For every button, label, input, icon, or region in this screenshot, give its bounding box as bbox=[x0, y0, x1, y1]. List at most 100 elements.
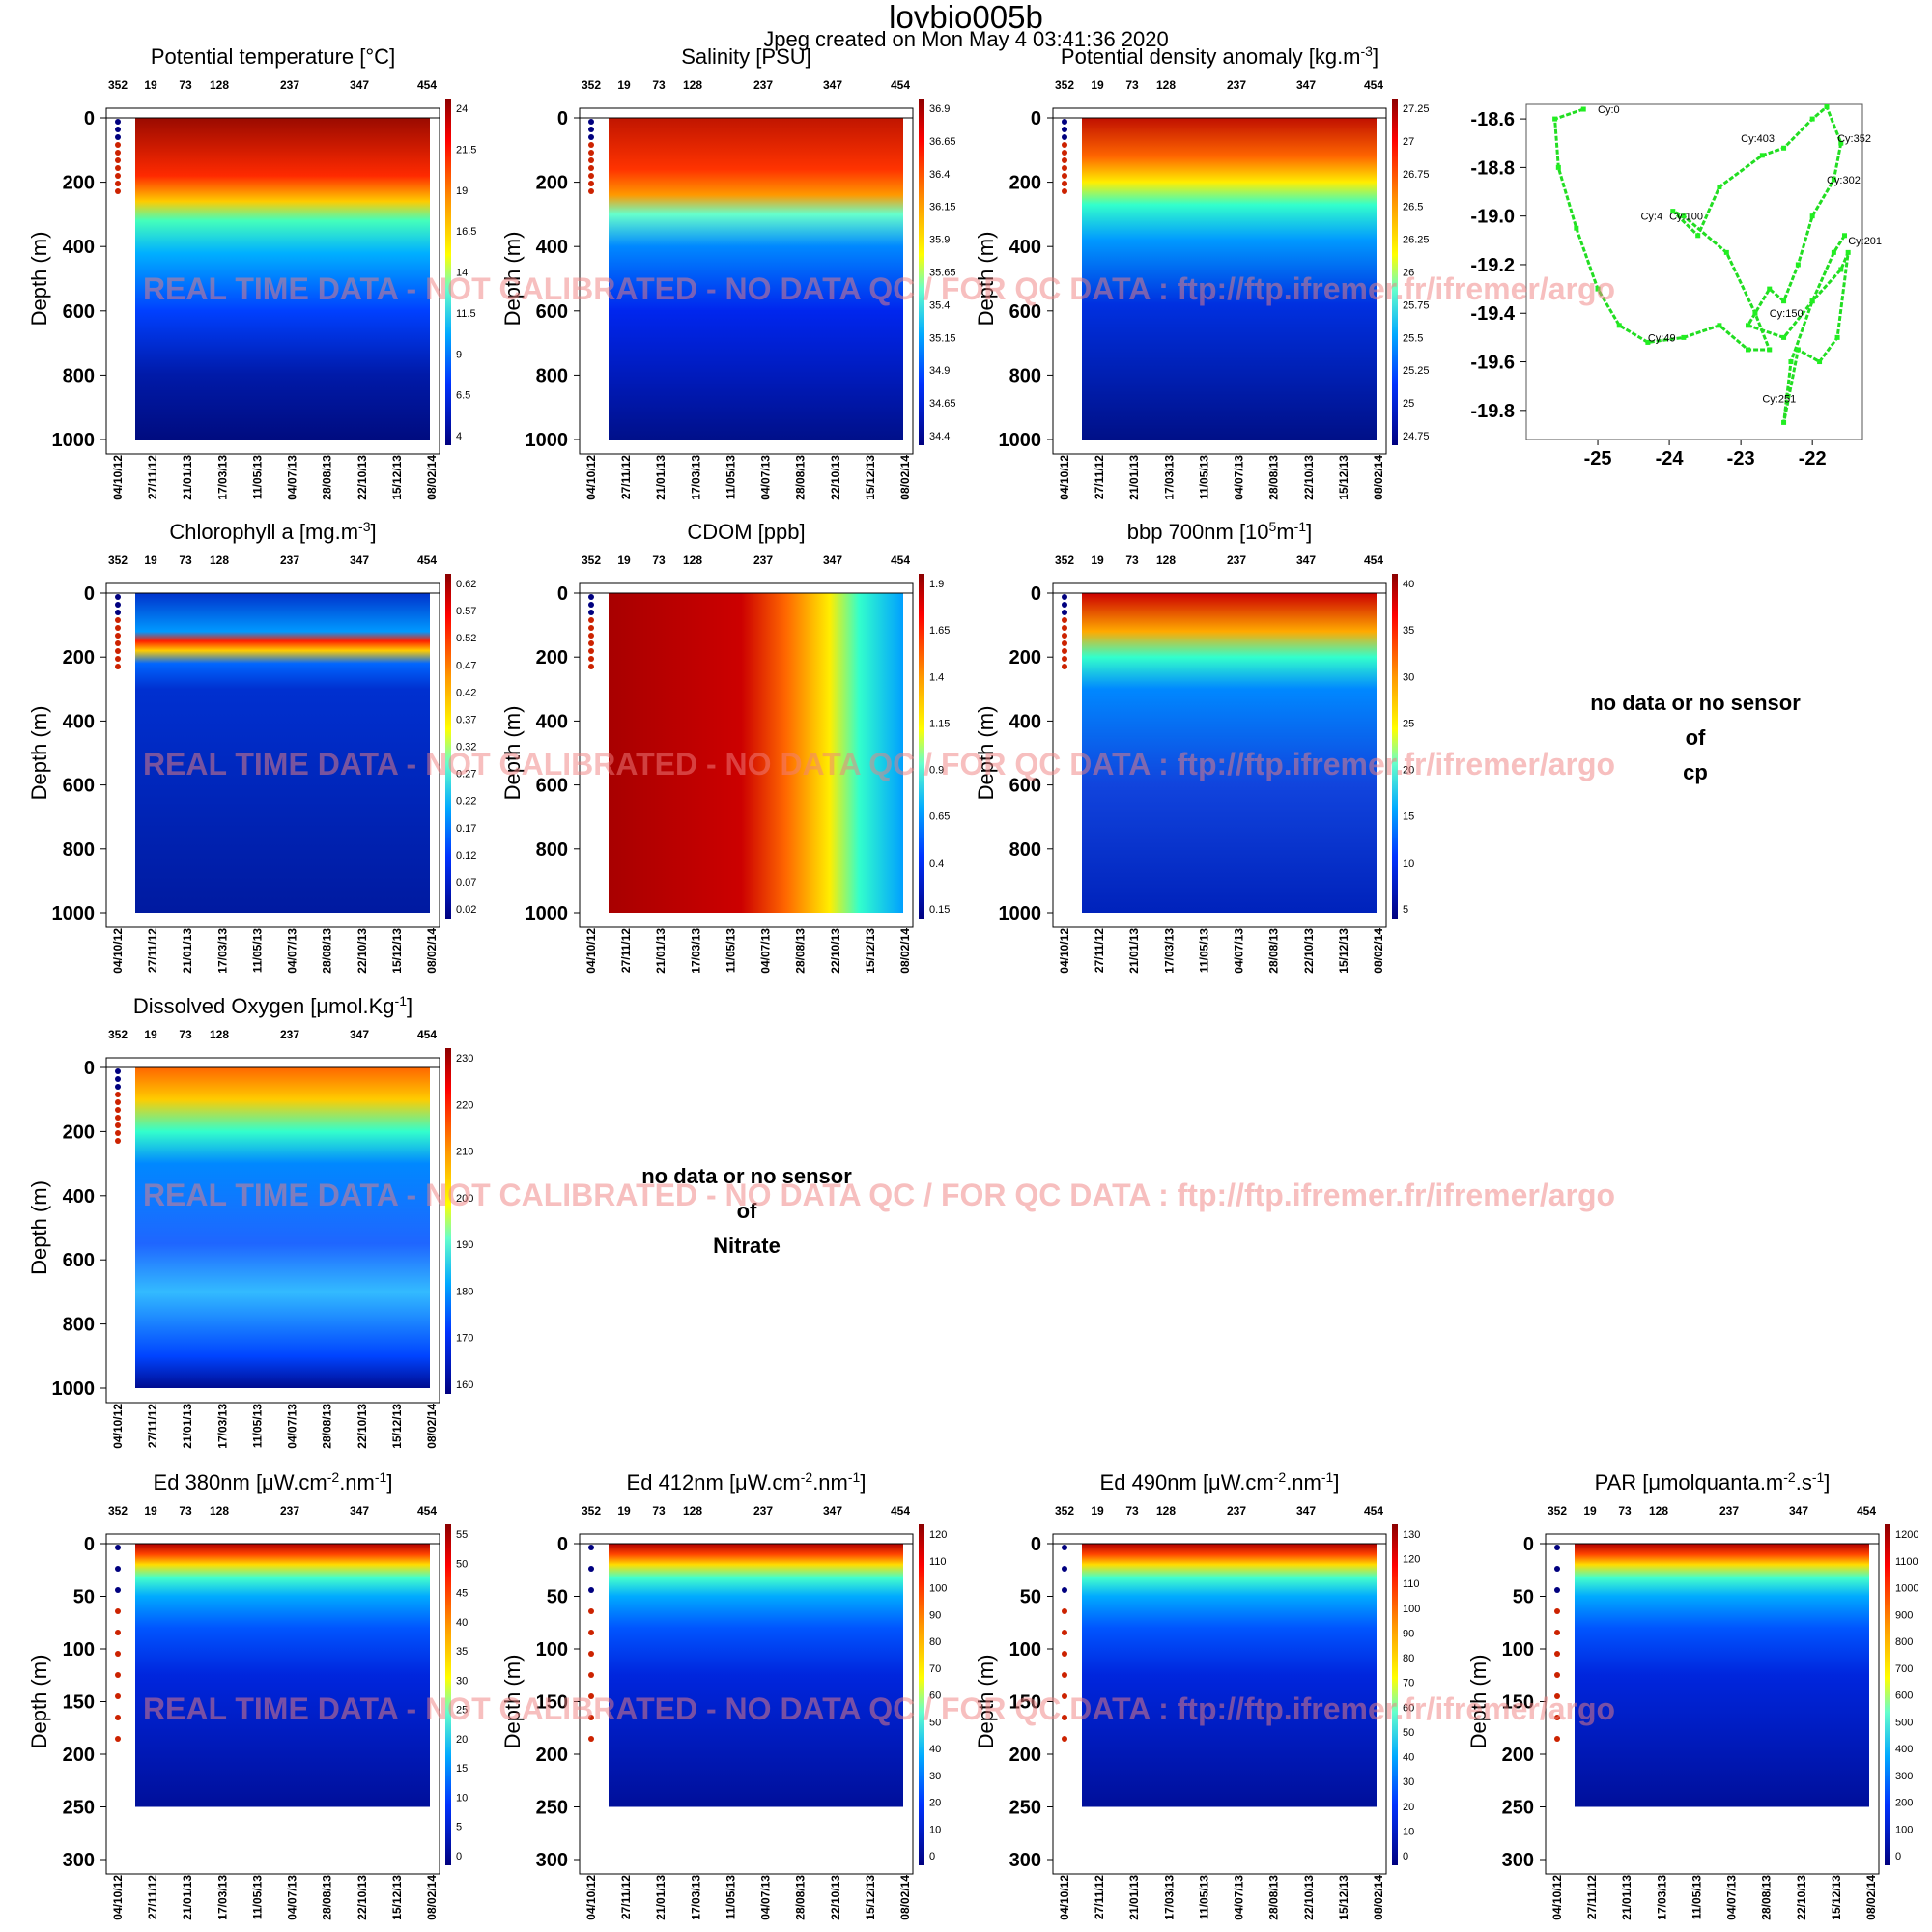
y-tick-label: 150 bbox=[1009, 1692, 1041, 1714]
colorbar-label: 90 bbox=[1403, 1628, 1414, 1639]
y-tick-label: 1000 bbox=[52, 430, 96, 451]
trajectory-point bbox=[1809, 213, 1815, 219]
chart-panel: Potential temperature [°C] 352 19 73 128 237 3… bbox=[27, 44, 476, 500]
date-tick-label: 11/05/13 bbox=[1197, 1875, 1210, 1919]
profile-point bbox=[1062, 656, 1067, 662]
cycle-tick-label: 73 bbox=[652, 554, 666, 567]
colorbar-label: 11.5 bbox=[456, 308, 476, 320]
x-tick-label: -22 bbox=[1799, 448, 1827, 469]
y-tick-label: -19.6 bbox=[1470, 353, 1515, 374]
chart-title: Dissolved Oxygen [μmol.Kg-1​] bbox=[133, 993, 412, 1018]
cycle-tick-label: 454 bbox=[891, 554, 910, 567]
date-tick-label: 04/07/13 bbox=[759, 455, 773, 500]
y-tick-label: 400 bbox=[1009, 237, 1041, 258]
cycle-tick-label: 237 bbox=[1719, 1504, 1739, 1518]
profile-point bbox=[115, 188, 121, 194]
y-tick-label: 0 bbox=[557, 583, 568, 605]
chart-panel: Ed 380nm [μW.cm-2​.nm-1​] 352 19 73 128 237 34… bbox=[27, 1469, 468, 1920]
date-tick-label: 28/08/13 bbox=[1267, 455, 1281, 500]
cycle-tick-label: 454 bbox=[417, 1028, 437, 1041]
colorbar bbox=[1885, 1524, 1890, 1865]
colorbar bbox=[1392, 574, 1398, 919]
colorbar-label: 900 bbox=[1895, 1609, 1913, 1621]
date-tick-label: 28/08/13 bbox=[321, 1404, 334, 1449]
y-tick-label: 250 bbox=[536, 1798, 568, 1819]
colorbar-label: 70 bbox=[929, 1663, 941, 1675]
y-tick-label: -18.8 bbox=[1470, 157, 1515, 179]
chart-title: Ed 380nm [μW.cm-2​.nm-1​] bbox=[154, 1469, 393, 1494]
profile-point bbox=[588, 127, 594, 132]
date-tick-label: 15/12/13 bbox=[390, 455, 404, 500]
date-tick-label: 04/10/12 bbox=[111, 1875, 125, 1920]
trajectory-point bbox=[1670, 209, 1676, 214]
profile-point bbox=[115, 1068, 121, 1074]
cycle-tick-label: 347 bbox=[823, 78, 842, 92]
profile-point bbox=[1062, 617, 1067, 623]
profile-point bbox=[1554, 1736, 1560, 1742]
date-tick-label: 11/05/13 bbox=[724, 455, 737, 499]
y-tick-label: 1000 bbox=[526, 430, 569, 451]
colorbar-label: 1100 bbox=[1895, 1556, 1918, 1568]
date-tick-label: 28/08/13 bbox=[321, 1875, 334, 1920]
date-tick-label: 22/10/13 bbox=[1302, 1875, 1316, 1920]
colorbar-label: 400 bbox=[1895, 1744, 1913, 1755]
y-tick-label: 0 bbox=[557, 1534, 568, 1555]
profile-point bbox=[115, 1587, 121, 1593]
y-tick-label: 200 bbox=[63, 1122, 95, 1143]
profile-point bbox=[1062, 1736, 1067, 1742]
chart-title: bbp 700nm [105​m-1​] bbox=[1127, 519, 1312, 544]
date-tick-label: 21/01/13 bbox=[181, 1875, 194, 1920]
y-tick-label: 800 bbox=[63, 839, 95, 861]
chart-title: Salinity [PSU] bbox=[681, 44, 811, 69]
profile-point bbox=[115, 617, 121, 623]
date-tick-label: 04/10/12 bbox=[584, 928, 598, 974]
date-tick-label: 17/03/13 bbox=[689, 1875, 702, 1920]
profile-point bbox=[1062, 134, 1067, 140]
cycle-tick-label: 73 bbox=[1125, 78, 1139, 92]
profile-point bbox=[115, 150, 121, 156]
profile-point bbox=[1062, 119, 1067, 125]
colorbar-label: 10 bbox=[929, 1824, 941, 1835]
date-tick-label: 15/12/13 bbox=[864, 1875, 877, 1920]
profile-point bbox=[115, 1651, 121, 1657]
cycle-tick-label: 73 bbox=[1618, 1504, 1632, 1518]
colorbar-label: 26.25 bbox=[1403, 235, 1430, 246]
y-tick-label: 150 bbox=[536, 1692, 568, 1714]
y-tick-label: 100 bbox=[1009, 1639, 1041, 1661]
colorbar-label: 26.5 bbox=[1403, 202, 1423, 213]
trajectory-point bbox=[1555, 164, 1561, 170]
y-axis-label: Depth (m) bbox=[27, 1655, 51, 1749]
y-tick-label: 800 bbox=[63, 1315, 95, 1336]
y-tick-label: 200 bbox=[63, 173, 95, 194]
no-data-message: no data or no sensor bbox=[1590, 691, 1801, 715]
cycle-tick-label: 352 bbox=[1055, 1504, 1074, 1518]
colorbar-label: 800 bbox=[1895, 1636, 1913, 1648]
trajectory-point bbox=[1845, 249, 1851, 255]
chart-title: Potential temperature [°C] bbox=[151, 44, 395, 69]
cycle-label: Cy:4 bbox=[1640, 212, 1662, 223]
cycle-tick-label: 128 bbox=[210, 78, 229, 92]
date-tick-label: 27/11/12 bbox=[146, 1875, 159, 1919]
trajectory-point bbox=[1681, 334, 1687, 340]
colorbar-label: 10 bbox=[1403, 1826, 1414, 1837]
date-tick-label: 27/11/12 bbox=[1093, 455, 1106, 499]
date-tick-label: 04/07/13 bbox=[759, 928, 773, 974]
profile-point bbox=[115, 664, 121, 669]
cycle-tick-label: 19 bbox=[617, 78, 631, 92]
colorbar-label: 0.37 bbox=[456, 714, 476, 725]
trajectory-point bbox=[1681, 213, 1687, 219]
profile-point bbox=[588, 1736, 594, 1742]
profile-point bbox=[115, 1672, 121, 1678]
profile-point bbox=[1554, 1566, 1560, 1572]
date-tick-label: 27/11/12 bbox=[146, 1404, 159, 1448]
colorbar-label: 50 bbox=[456, 1558, 468, 1570]
profile-point bbox=[115, 1107, 121, 1113]
colorbar bbox=[1392, 99, 1398, 445]
heatmap-field bbox=[1082, 593, 1377, 913]
colorbar-label: 0.32 bbox=[456, 742, 476, 753]
date-tick-label: 04/10/12 bbox=[1550, 1875, 1564, 1920]
colorbar-label: 30 bbox=[929, 1771, 941, 1782]
y-tick-label: 200 bbox=[1009, 173, 1041, 194]
profile-point bbox=[1062, 664, 1067, 669]
cycle-label: Cy:150 bbox=[1770, 308, 1804, 320]
